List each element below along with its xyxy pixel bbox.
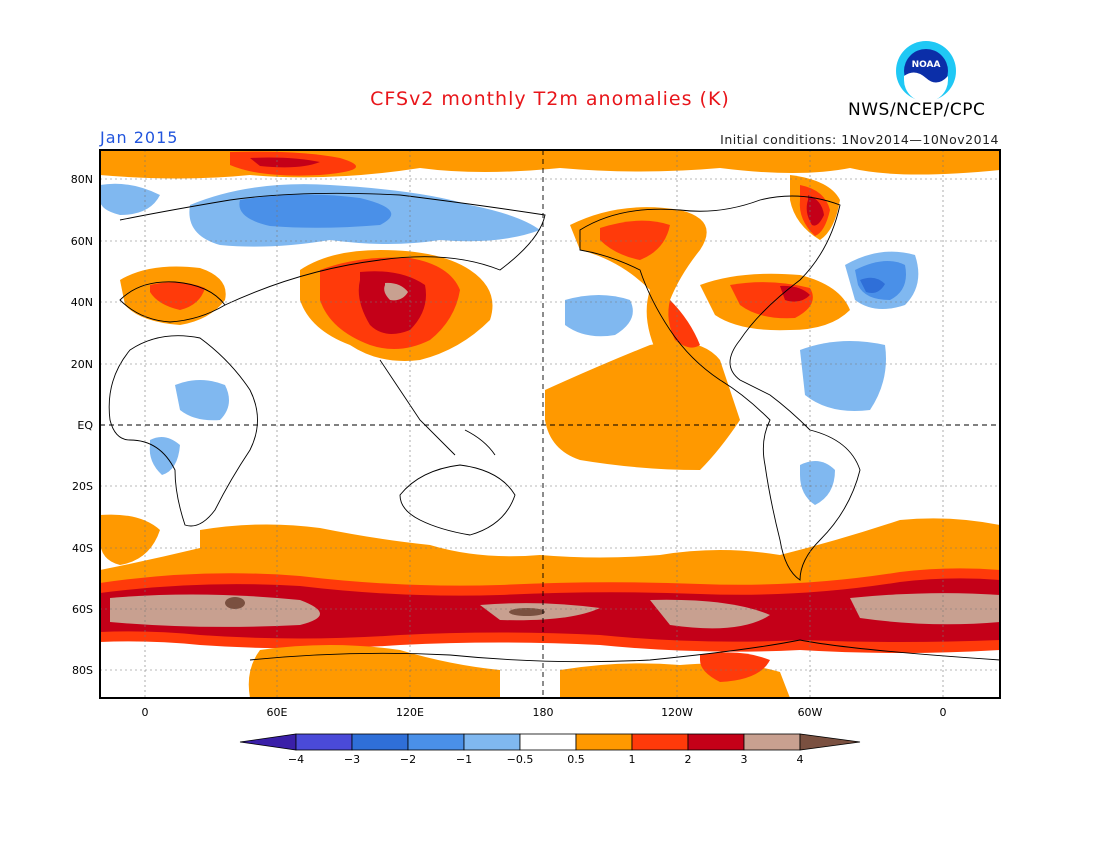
legend-swatch [239, 733, 297, 751]
legend-label: −1 [456, 753, 472, 766]
lon-label: 0 [940, 706, 947, 719]
map-title: CFSv2 monthly T2m anomalies (K) [370, 88, 730, 110]
lon-label: 120W [661, 706, 693, 719]
legend-label: 4 [797, 753, 804, 766]
anomaly-field [100, 150, 1000, 698]
legend-swatch [631, 733, 689, 751]
lon-label: 120E [396, 706, 424, 719]
lat-label: 20S [72, 480, 93, 493]
legend-swatch [351, 733, 409, 751]
lat-label: 80S [72, 664, 93, 677]
legend-label: −3 [344, 753, 360, 766]
legend-swatch [687, 733, 745, 751]
lon-label: 60E [267, 706, 288, 719]
legend-label: −4 [288, 753, 304, 766]
lon-label: 180 [533, 706, 554, 719]
legend-swatch [519, 733, 577, 751]
legend-label: −0.5 [507, 753, 534, 766]
legend-label: 1 [629, 753, 636, 766]
legend-swatch [799, 733, 861, 751]
legend-label: −2 [400, 753, 416, 766]
legend-label: 2 [685, 753, 692, 766]
valid-month-label: Jan 2015 [100, 128, 179, 147]
lat-label: 80N [71, 173, 93, 186]
lat-label: 60S [72, 603, 93, 616]
svg-text:NOAA: NOAA [912, 60, 941, 70]
lon-label: 60W [798, 706, 823, 719]
legend-swatch [463, 733, 521, 751]
lat-label: 60N [71, 235, 93, 248]
lat-label: EQ [77, 419, 93, 432]
initial-conditions-label: Initial conditions: 1Nov2014—10Nov2014 [720, 132, 999, 147]
legend-label: 0.5 [567, 753, 585, 766]
legend-swatch [407, 733, 465, 751]
color-legend [239, 733, 861, 751]
legend-swatch [575, 733, 633, 751]
legend-label: 3 [741, 753, 748, 766]
legend-swatch [295, 733, 353, 751]
agency-label: NWS/NCEP/CPC [848, 100, 986, 120]
noaa-logo: NOAA [896, 41, 956, 102]
map-frame [99, 149, 1001, 699]
lat-label: 20N [71, 358, 93, 371]
lon-label: 0 [142, 706, 149, 719]
legend-swatch [743, 733, 801, 751]
lat-label: 40S [72, 542, 93, 555]
lat-label: 40N [71, 296, 93, 309]
